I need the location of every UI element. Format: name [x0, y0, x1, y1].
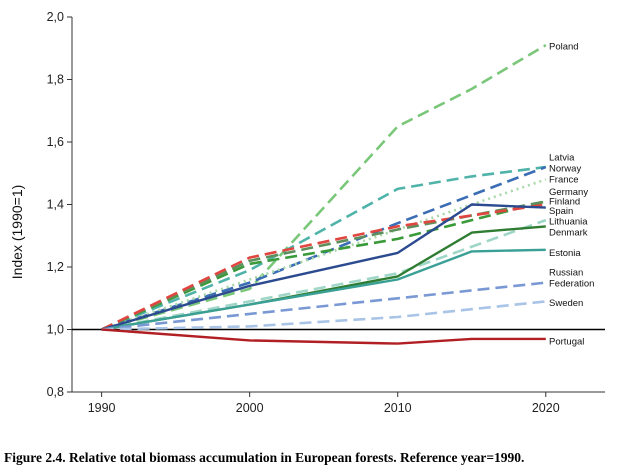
- series-line-sweden: [101, 300, 546, 331]
- y-tick-label: 1,4: [47, 198, 64, 212]
- series-label-russian-federation: Federation: [549, 278, 594, 289]
- series-label-finland: Finland: [549, 196, 580, 207]
- series-line-estonia: [101, 248, 546, 331]
- series-line-russian-federation: [101, 281, 546, 331]
- series-line-finland: [101, 200, 547, 331]
- series-label-spain: Spain: [549, 206, 573, 217]
- figure-caption: Figure 2.4. Relative total biomass accum…: [4, 450, 525, 465]
- line-chart: Index (1990=1) 0,8 1,0 1,2 1,4 1,6 1,8 2,0 1990…: [9, 10, 605, 415]
- series-label-latvia: Latvia: [549, 153, 575, 164]
- series-label-poland: Poland: [549, 42, 579, 53]
- series-line-latvia: [101, 165, 546, 331]
- y-tick-label: 1,2: [47, 260, 64, 274]
- series-label-lithuania: Lithuania: [549, 217, 588, 228]
- x-tick-label: 2010: [384, 401, 412, 415]
- x-tick-label: 2000: [236, 401, 264, 415]
- x-tick-label: 1990: [88, 401, 116, 415]
- series-label-denmark: Denmark: [549, 228, 588, 239]
- series-label-germany: Germany: [549, 187, 588, 198]
- x-tick-label: 2020: [532, 401, 560, 415]
- y-tick-label: 1,8: [47, 73, 64, 87]
- series-line-lithuania: [101, 218, 547, 331]
- series-label-norway: Norway: [549, 164, 581, 175]
- y-tick-label: 0,8: [47, 385, 64, 399]
- series-label-russian-federation: Russian: [549, 267, 583, 278]
- series-label-portugal: Portugal: [549, 336, 584, 347]
- series-line-norway: [101, 165, 547, 331]
- y-tick-label: 1,6: [47, 135, 64, 149]
- y-axis-label: Index (1990=1): [9, 185, 25, 280]
- y-tick-label: 2,0: [47, 10, 64, 24]
- series-label-estonia: Estonia: [549, 248, 581, 259]
- series-label-sweden: Sweden: [549, 298, 583, 309]
- series-line-spain: [101, 203, 546, 331]
- series-line-unlabeled-9: [101, 203, 546, 331]
- series-label-france: France: [549, 175, 579, 186]
- series-line-germany: [101, 200, 547, 331]
- series-line-portugal: [101, 328, 546, 345]
- y-tick-label: 1,0: [47, 323, 64, 337]
